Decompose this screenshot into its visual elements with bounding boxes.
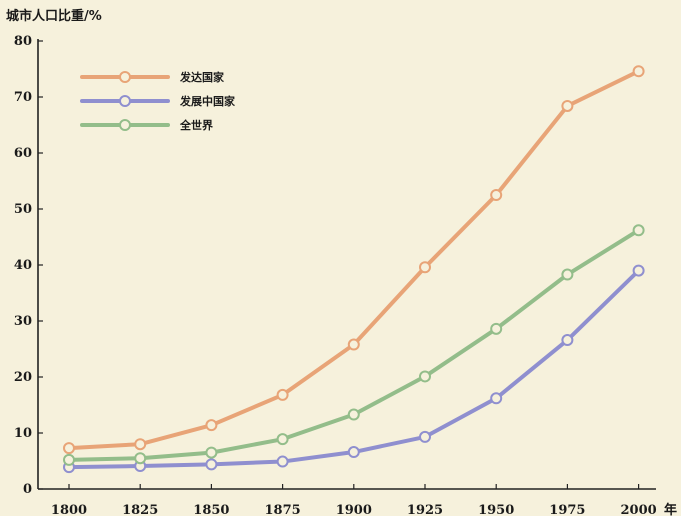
x-tick-label: 1900 [336, 503, 372, 516]
data-point [490, 322, 503, 335]
series-3 [63, 224, 645, 466]
data-point [134, 438, 147, 451]
data-point [347, 408, 360, 421]
data-point [63, 453, 75, 466]
series-1 [63, 65, 645, 455]
data-point [419, 261, 431, 274]
data-point [347, 446, 360, 459]
data-point [632, 224, 645, 237]
x-tick-label: 1800 [51, 503, 87, 516]
x-tick-label: 2000 [621, 503, 657, 516]
legend-label: 全世界 [179, 118, 213, 132]
x-tick-label: 1975 [549, 503, 585, 516]
x-axis: 1800 1825 1850 1875 1900 1925 1950 1975 2000 [38, 484, 657, 516]
data-point [347, 338, 360, 351]
y-tick-label: 70 [14, 90, 32, 105]
data-point [205, 419, 218, 432]
data-point [63, 442, 75, 455]
y-tick-label: 40 [14, 258, 32, 273]
y-tick-label: 60 [14, 146, 32, 161]
data-point [419, 370, 431, 383]
y-tick-label: 50 [14, 202, 32, 217]
data-point [632, 65, 645, 78]
data-point [490, 392, 503, 405]
data-point [134, 452, 147, 465]
series-group [63, 65, 645, 474]
data-point [490, 189, 503, 201]
y-tick-label: 0 [23, 482, 32, 497]
legend-label: 发达国家 [179, 70, 225, 84]
series-line [67, 268, 641, 470]
legend-item: 发展中国家 [80, 94, 236, 108]
y-tick-label: 80 [14, 34, 32, 49]
x-axis-title: 年 [664, 502, 677, 516]
data-point [561, 334, 574, 347]
legend-marker [119, 119, 131, 131]
data-point [276, 388, 289, 401]
data-point [276, 433, 289, 446]
series-line [67, 69, 641, 451]
x-tick-label: 1875 [265, 503, 301, 516]
legend-item: 发达国家 [80, 70, 225, 84]
data-point [276, 455, 289, 468]
x-tick-label: 1825 [122, 503, 158, 516]
y-tick-label: 10 [14, 426, 32, 441]
y-axis-title: 城市人口比重/% [6, 8, 102, 24]
y-tick-label: 20 [14, 370, 32, 385]
data-point [632, 264, 645, 277]
legend-marker [119, 95, 131, 107]
data-point [205, 446, 218, 459]
y-tick-label: 30 [14, 314, 32, 329]
legend-label: 发展中国家 [179, 94, 236, 108]
data-point [419, 430, 431, 443]
legend-marker [119, 71, 131, 83]
data-point [561, 99, 574, 112]
x-tick-label: 1850 [193, 503, 229, 516]
data-point [561, 268, 574, 281]
x-tick-label: 1950 [478, 503, 514, 516]
y-axis: 0 10 20 30 40 50 60 70 80 [14, 34, 43, 497]
legend-item: 全世界 [80, 118, 213, 132]
data-point [205, 458, 218, 471]
series-2 [63, 264, 645, 474]
x-tick-label: 1925 [407, 503, 443, 516]
